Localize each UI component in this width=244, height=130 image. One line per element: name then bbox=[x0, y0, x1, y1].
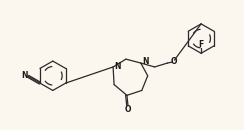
Text: N: N bbox=[115, 62, 121, 71]
Text: O: O bbox=[125, 105, 131, 114]
Text: N: N bbox=[142, 57, 149, 66]
Text: F: F bbox=[198, 40, 204, 49]
Text: O: O bbox=[170, 57, 177, 66]
Text: N: N bbox=[21, 71, 28, 80]
